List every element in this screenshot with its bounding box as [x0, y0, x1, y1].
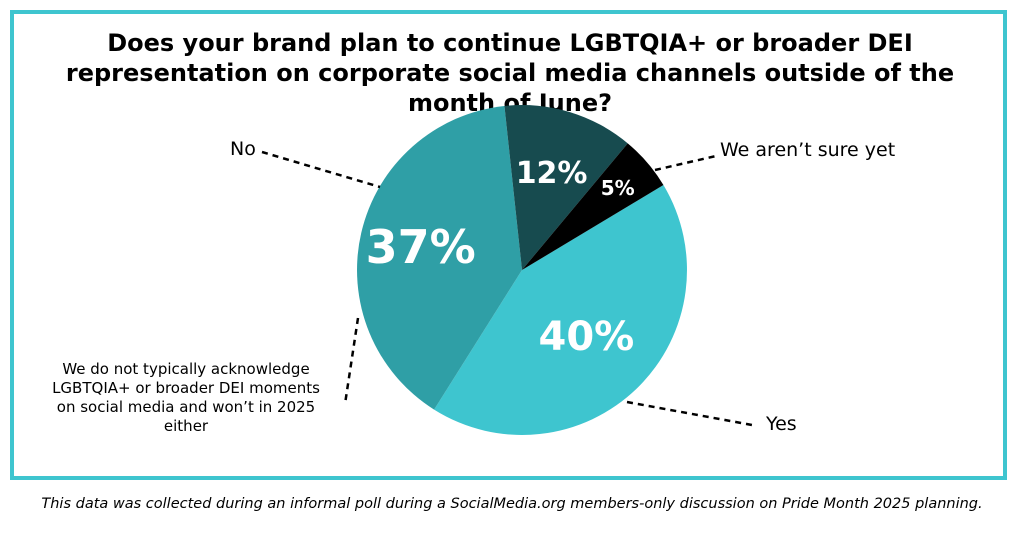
slice-value-label: 12%: [516, 156, 588, 191]
pie-slice: [504, 105, 628, 270]
pie-slice: [522, 143, 664, 270]
slice-category-label: No: [230, 138, 256, 160]
leader-line: [626, 400, 753, 427]
footnote: This data was collected during an inform…: [41, 496, 983, 512]
pie-slice: [434, 185, 687, 435]
slice-value-label: 40%: [539, 314, 635, 360]
leader-line: [261, 150, 381, 189]
leader-line: [343, 317, 360, 405]
slice-category-label: We aren’t sure yet: [720, 139, 895, 161]
slice-value-label: 5%: [601, 176, 635, 200]
slice-category-label: We do not typically acknowledge LGBTQIA+ …: [52, 360, 320, 435]
leader-line: [654, 154, 717, 172]
slice-value-label: 37%: [366, 220, 476, 274]
slice-category-label: Yes: [765, 413, 797, 435]
pie-slice: [357, 105, 522, 410]
chart-title: Does your brand plan to continue LGBTQIA…: [65, 29, 955, 117]
